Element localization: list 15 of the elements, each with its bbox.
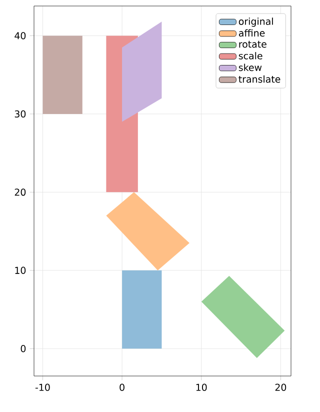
- x-tick-label: -10: [35, 384, 50, 391]
- legend-label: original: [238, 18, 273, 27]
- y-tick-label: 30: [14, 110, 26, 118]
- x-tick-label: 20: [275, 384, 286, 391]
- legend-label: rotate: [239, 40, 266, 48]
- y-tick-label: 40: [14, 32, 26, 40]
- y-tick-label: 0: [20, 345, 26, 352]
- legend-label: affine: [238, 29, 265, 37]
- legend-label: translate: [238, 75, 280, 83]
- legend-label: scale: [238, 52, 262, 60]
- y-tick-label: 10: [15, 266, 26, 274]
- x-tick-label: 10: [196, 384, 207, 391]
- legend-label: skew: [238, 64, 262, 72]
- y-tick-label: 20: [14, 188, 26, 196]
- x-tick-label: 0: [120, 384, 124, 391]
